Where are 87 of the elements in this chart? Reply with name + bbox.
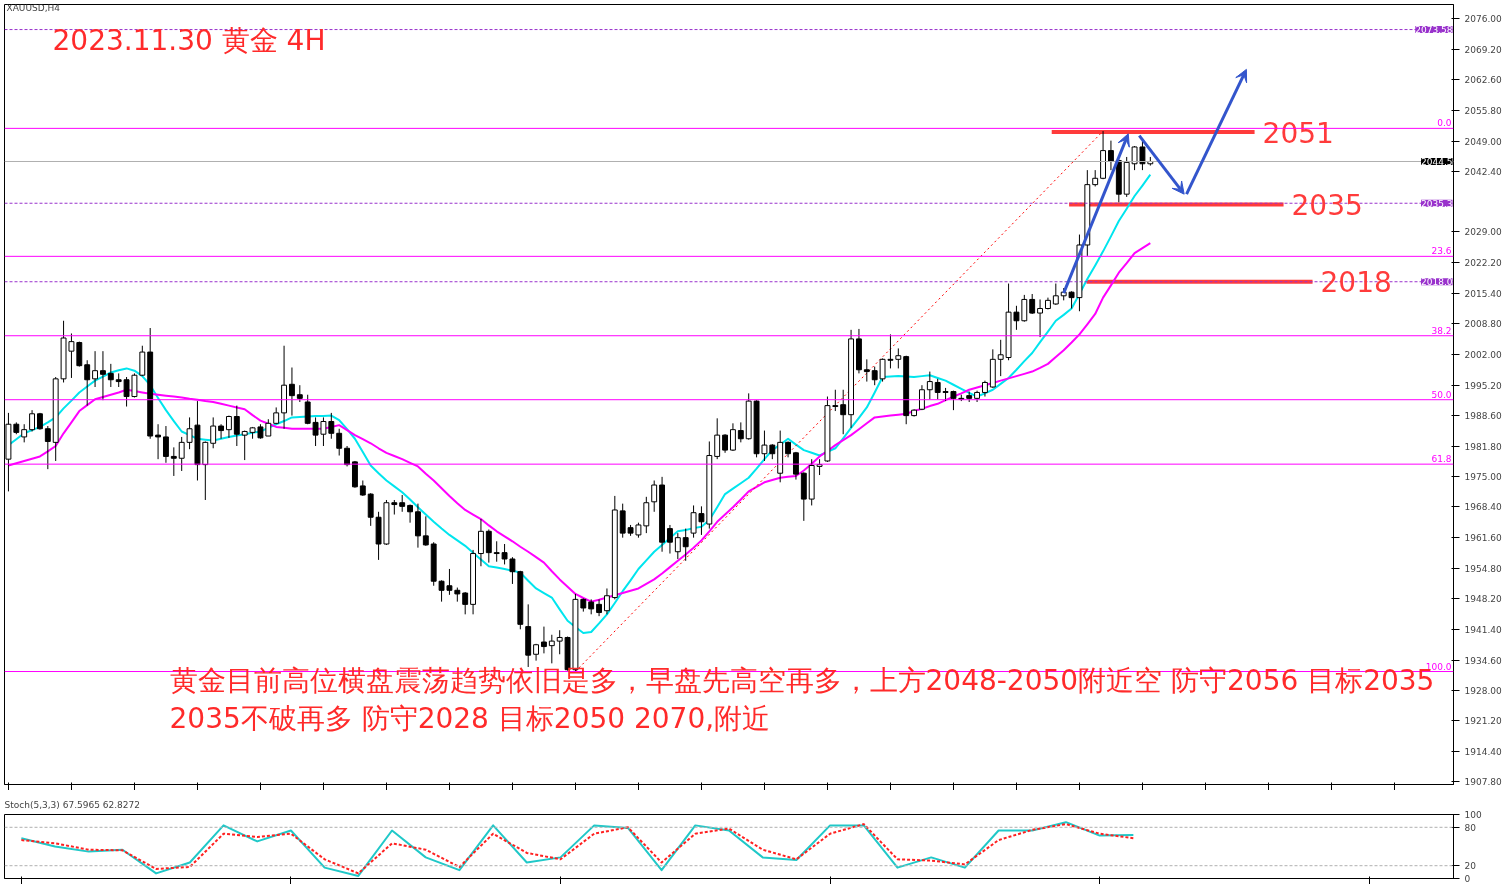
y-tick-label: 1934.60: [1464, 655, 1502, 666]
candlestick: [289, 367, 295, 417]
y-tick-label: 80: [1464, 822, 1477, 833]
y-tick-label: 1961.60: [1464, 533, 1502, 544]
candlestick: [651, 479, 658, 513]
y-tick-label: 1975.00: [1464, 472, 1502, 483]
y-tick-label: 1988.60: [1464, 410, 1502, 421]
candlestick: [100, 350, 106, 401]
candlestick: [344, 445, 350, 467]
y-tick-label: 1907.80: [1464, 777, 1502, 788]
y-tick-label: 1948.20: [1464, 593, 1502, 604]
candlestick: [596, 598, 602, 617]
candlestick: [793, 451, 799, 481]
ref-line-label: 2035: [1291, 189, 1363, 223]
y-tick-label: 1954.80: [1464, 564, 1502, 575]
candlestick: [682, 528, 689, 562]
candlestick: [107, 363, 114, 388]
candlestick: [722, 433, 728, 454]
annotation: 50.0: [1431, 389, 1452, 400]
y-tick-label: 1914.40: [1464, 747, 1502, 758]
candlestick: [730, 422, 736, 452]
candlestick: [139, 345, 146, 377]
candlestick: [422, 515, 429, 547]
candlestick: [1029, 293, 1036, 315]
chart-subtitle: XAUUSD,H4: [6, 2, 61, 13]
y-tick-label: 2022.20: [1464, 258, 1502, 269]
annotation: 38.2: [1431, 325, 1452, 336]
annotation: 2035不破再多 防守2028 目标2050 2070,附近: [169, 701, 771, 735]
candlestick: [541, 626, 547, 654]
candlestick: [92, 350, 98, 388]
candlestick: [462, 591, 469, 615]
y-tick-label: 0: [1464, 874, 1471, 884]
ref-line-label: 2044.5: [1421, 157, 1453, 167]
y-tick-label: 2049.00: [1464, 136, 1502, 147]
y-tick-label: 1995.20: [1464, 380, 1502, 391]
candlestick: [926, 371, 933, 400]
y-tick-label: 2042.40: [1464, 166, 1502, 177]
candlestick: [163, 425, 169, 464]
candlestick: [210, 416, 217, 449]
ref-line-label: 2073.58: [1415, 25, 1453, 36]
candlestick: [1052, 283, 1059, 306]
y-tick-label: 1928.00: [1464, 685, 1502, 696]
candlestick: [548, 634, 555, 664]
ref-line-label: 2018.0: [1421, 277, 1453, 288]
candlestick: [233, 405, 240, 447]
candlestick: [604, 587, 610, 615]
y-tick-label: 20: [1464, 861, 1477, 872]
y-tick-label: 2002.00: [1464, 349, 1502, 360]
y-tick-label: 100: [1464, 810, 1482, 820]
candlestick: [178, 436, 185, 472]
text: 2023.11.30 黄金 4H: [52, 23, 326, 57]
annotation: 23.6: [1431, 246, 1452, 257]
candlestick: [44, 425, 51, 470]
candlestick: [485, 528, 492, 564]
y-tick-label: 1968.40: [1464, 502, 1502, 513]
candlestick: [21, 423, 28, 443]
candlestick: [336, 428, 343, 457]
candlestick: [170, 446, 177, 477]
candlestick: [863, 358, 870, 383]
candlestick: [674, 532, 681, 560]
candlestick: [218, 423, 224, 440]
candlestick: [29, 409, 35, 432]
y-tick-label: 2062.60: [1464, 74, 1502, 85]
y-tick-label: 1941.40: [1464, 624, 1502, 635]
annotation: 0.0: [1437, 118, 1452, 129]
y-tick-label: 2076.00: [1464, 14, 1502, 25]
y-tick-label: 2029.00: [1464, 227, 1502, 238]
candlestick: [84, 359, 91, 407]
y-tick-label: 1921.20: [1464, 716, 1502, 727]
candlestick: [1108, 140, 1114, 171]
candlestick: [714, 417, 721, 460]
ref-line-label: 2018: [1320, 266, 1392, 300]
candlestick: [667, 524, 673, 555]
candlestick: [478, 518, 484, 567]
candlestick: [737, 421, 744, 443]
ref-line-label: 2035.3: [1421, 198, 1453, 209]
y-tick-label: 2069.20: [1464, 44, 1502, 55]
candlestick: [1037, 298, 1043, 338]
candlestick: [840, 389, 847, 435]
candlestick: [934, 378, 941, 400]
candlestick: [155, 423, 161, 460]
annotation: 61.8: [1431, 454, 1452, 465]
chart-title: Stoch(5,3,3) 67.5965 62.8272: [4, 799, 140, 810]
y-tick-label: 2055.80: [1464, 105, 1502, 116]
y-tick-label: 2008.80: [1464, 318, 1502, 329]
y-tick-label: 2015.40: [1464, 289, 1502, 300]
y-tick-label: 1981.80: [1464, 441, 1502, 452]
